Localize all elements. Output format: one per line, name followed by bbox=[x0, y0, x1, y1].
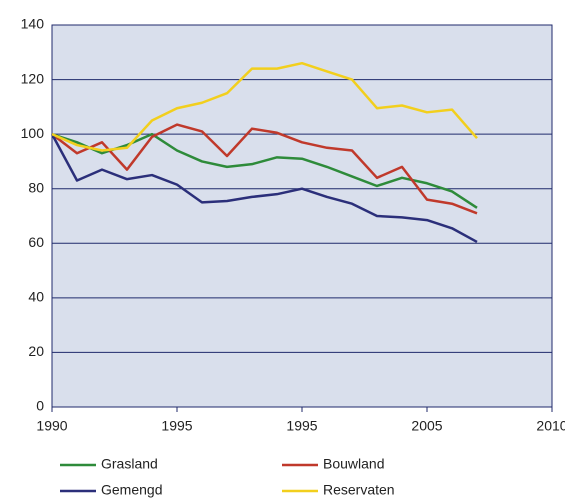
legend-label: Bouwland bbox=[323, 456, 385, 472]
legend-label: Reservaten bbox=[323, 482, 395, 498]
series-line bbox=[51, 61, 478, 152]
series-line bbox=[51, 123, 478, 215]
plot-area bbox=[52, 25, 552, 407]
y-tick-label: 60 bbox=[28, 234, 44, 250]
x-tick-label: 1990 bbox=[36, 418, 67, 434]
legend-label: Gemengd bbox=[101, 482, 162, 498]
legend-label: Grasland bbox=[101, 456, 158, 472]
series-line bbox=[50, 133, 478, 244]
y-tick-label: 80 bbox=[28, 179, 44, 195]
series-line bbox=[51, 132, 478, 209]
x-tick-label: 1995 bbox=[161, 418, 192, 434]
y-tick-label: 0 bbox=[36, 398, 44, 414]
x-tick-label: 2005 bbox=[411, 418, 442, 434]
y-tick-label: 120 bbox=[21, 70, 45, 86]
y-tick-label: 40 bbox=[28, 289, 44, 305]
plot-border bbox=[51, 24, 553, 408]
y-tick-label: 100 bbox=[21, 125, 45, 141]
y-tick-label: 20 bbox=[28, 343, 44, 359]
x-tick-label: 2010 bbox=[536, 418, 565, 434]
x-tick-label: 1995 bbox=[286, 418, 317, 434]
y-tick-label: 140 bbox=[21, 16, 45, 32]
